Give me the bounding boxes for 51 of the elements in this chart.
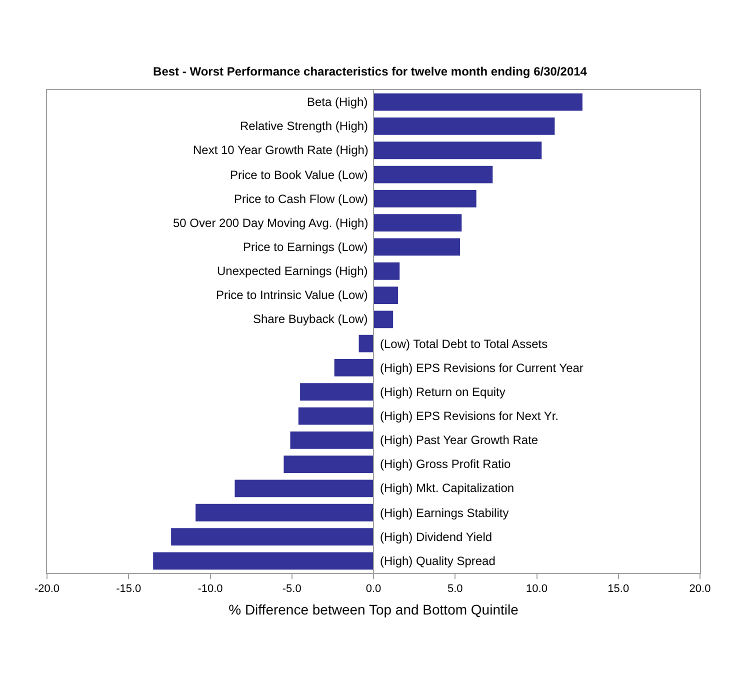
y-tick-label: (High) Dividend Yield xyxy=(380,530,492,544)
y-tick-label: Price to Earnings (Low) xyxy=(243,240,368,254)
bar xyxy=(374,190,476,208)
y-tick-label: Price to Cash Flow (Low) xyxy=(234,192,368,206)
bar xyxy=(153,552,374,570)
y-tick-label: (High) EPS Revisions for Current Year xyxy=(380,361,584,375)
y-tick-label: Beta (High) xyxy=(307,95,368,109)
bar xyxy=(196,504,374,522)
bar xyxy=(374,142,542,160)
x-axis-title: % Difference between Top and Bottom Quintile xyxy=(228,602,519,618)
y-tick-label: (High) Earnings Stability xyxy=(380,506,509,520)
bar xyxy=(374,310,394,328)
bar xyxy=(374,166,493,184)
bar xyxy=(290,431,374,449)
y-tick-label: (High) Quality Spread xyxy=(380,554,496,568)
y-tick-label: (High) EPS Revisions for Next Yr. xyxy=(380,409,559,423)
bar xyxy=(298,407,374,425)
bar xyxy=(334,359,374,376)
bar xyxy=(171,528,374,546)
bar xyxy=(234,480,374,498)
x-tick-label: -20.0 xyxy=(34,583,60,596)
bar xyxy=(374,286,398,304)
x-tick-label: 0.0 xyxy=(366,583,382,596)
y-tick-label: 50 Over 200 Day Moving Avg. (High) xyxy=(173,216,368,230)
x-tick-label: 15.0 xyxy=(608,583,630,596)
bar xyxy=(374,262,400,280)
y-tick-label: Share Buyback (Low) xyxy=(253,312,368,326)
bar xyxy=(374,93,582,111)
x-tick-label: 20.0 xyxy=(689,583,711,596)
y-tick-label: Next 10 Year Growth Rate (High) xyxy=(193,143,368,157)
y-tick-label: (Low) Total Debt to Total Assets xyxy=(380,337,548,351)
y-tick-label: Relative Strength (High) xyxy=(240,119,368,133)
y-tick-label: Price to Intrinsic Value (Low) xyxy=(216,288,368,302)
bar xyxy=(374,214,462,232)
bar xyxy=(358,334,374,352)
y-tick-label: Price to Book Value (Low) xyxy=(230,168,368,182)
bar xyxy=(284,456,374,474)
x-tick-label: 5.0 xyxy=(447,583,463,596)
y-tick-label: (High) Past Year Growth Rate xyxy=(380,433,538,447)
x-tick-label: 10.0 xyxy=(526,583,548,596)
bar xyxy=(374,238,460,256)
y-tick-label: (High) Return on Equity xyxy=(380,385,506,399)
chart-title: Best - Worst Performance characteristics for twelve month ending 6/30/2014 xyxy=(153,64,588,79)
y-tick-label: Unexpected Earnings (High) xyxy=(217,264,368,278)
x-tick-label: -10.0 xyxy=(198,583,223,596)
y-tick-label: (High) Mkt. Capitalization xyxy=(380,481,514,495)
bar xyxy=(374,118,555,135)
bar xyxy=(300,383,374,401)
y-tick-label: (High) Gross Profit Ratio xyxy=(380,457,512,471)
x-tick-label: -15.0 xyxy=(116,583,142,596)
x-tick-label: -5.0 xyxy=(282,583,302,596)
